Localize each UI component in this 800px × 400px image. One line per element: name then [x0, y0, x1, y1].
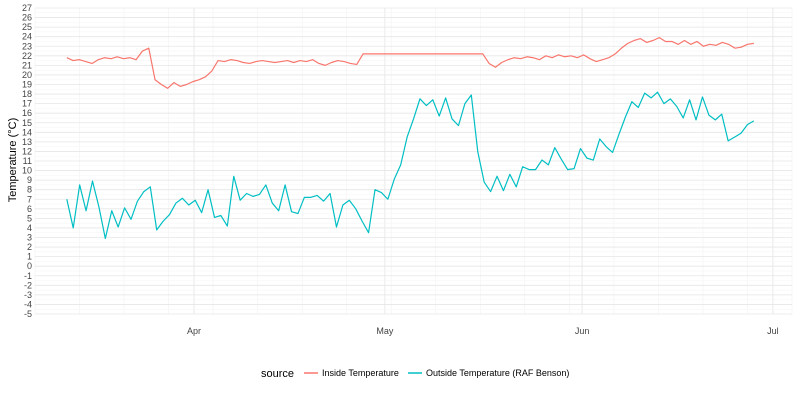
y-tick-label: 14: [22, 127, 32, 137]
x-tick-label: Jul: [767, 326, 779, 336]
x-tick-label: Apr: [187, 326, 201, 336]
y-tick-label: 8: [27, 185, 32, 195]
y-tick-label: 1: [27, 252, 32, 262]
y-tick-label: 13: [22, 137, 32, 147]
y-tick-label: 12: [22, 146, 32, 156]
y-tick-label: 7: [27, 194, 32, 204]
legend-label-outside: Outside Temperature (RAF Benson): [426, 368, 569, 378]
y-axis-title: Temperature (°C): [7, 118, 19, 202]
y-tick-label: 11: [23, 156, 32, 166]
x-tick-label: Jun: [575, 326, 590, 336]
legend-title: source: [261, 368, 294, 380]
y-tick-label: 10: [22, 166, 32, 176]
y-tick-label: 2: [27, 242, 32, 252]
y-tick-label: 15: [22, 118, 32, 128]
y-tick-label: 9: [27, 175, 32, 185]
y-tick-label: 16: [22, 108, 32, 118]
y-tick-label: 17: [22, 99, 32, 109]
y-tick-label: 20: [22, 70, 32, 80]
y-tick-label: -1: [24, 271, 32, 281]
y-tick-label: 0: [27, 261, 32, 271]
y-tick-label: 23: [22, 41, 32, 51]
y-tick-label: 6: [27, 204, 32, 214]
series-line-1: [66, 91, 755, 240]
x-tick-labels: Apr May Jun Jul: [187, 326, 779, 336]
series-line-0: [66, 37, 754, 89]
y-tick-label: -5: [24, 309, 32, 319]
y-tick-label: -2: [24, 280, 32, 290]
y-tick-label: 25: [22, 22, 32, 32]
y-tick-label: -3: [24, 290, 32, 300]
y-tick-label: 26: [22, 13, 32, 23]
y-tick-label: 5: [27, 213, 32, 223]
y-tick-label: 22: [22, 51, 32, 61]
y-tick-label: 24: [22, 32, 32, 42]
legend: source Inside Temperature Outside Temper…: [261, 368, 569, 380]
y-tick-label: -4: [24, 299, 32, 309]
x-tick-label: May: [376, 326, 394, 336]
legend-label-inside: Inside Temperature: [322, 368, 399, 378]
y-tick-label: 4: [27, 223, 32, 233]
y-tick-label: 27: [22, 3, 32, 13]
y-tick-label: 3: [27, 233, 32, 243]
y-tick-label: 19: [22, 80, 32, 90]
y-tick-label: 21: [22, 60, 32, 70]
series-group: [66, 37, 755, 240]
grid: [34, 7, 793, 315]
y-tick-labels: -5-4-3-2-1012345678910111213141516171819…: [22, 3, 32, 319]
y-tick-label: 18: [22, 89, 32, 99]
